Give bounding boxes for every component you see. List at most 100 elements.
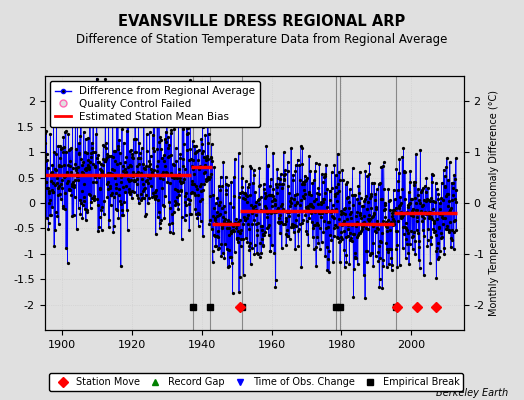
Point [373,186,381,192]
Point [249,204,257,210]
Point [310,198,319,204]
Point [221,209,230,216]
Point [438,180,446,186]
Point [427,234,435,240]
Point [299,179,308,186]
Point [277,181,286,188]
Point [169,174,178,181]
Point [406,168,414,174]
Point [125,188,134,195]
Point [440,172,449,179]
Point [65,186,73,192]
Point [118,126,126,133]
Point [295,208,303,215]
Point [251,203,259,210]
Point [155,209,163,215]
Point [197,136,205,142]
Point [319,199,327,205]
Point [357,215,365,222]
Point [278,245,286,252]
Point [116,174,125,180]
Point [452,155,460,161]
Point [187,156,195,162]
Point [105,217,114,223]
Point [224,225,233,232]
Point [181,212,190,218]
Point [243,199,252,206]
Point [110,148,118,154]
Legend: Difference from Regional Average, Quality Control Failed, Estimated Station Mean: Difference from Regional Average, Qualit… [50,81,260,127]
Point [272,190,281,196]
Point [170,126,178,132]
Point [388,213,396,220]
Point [394,178,402,185]
Point [166,179,174,186]
Point [119,212,128,218]
Point [75,140,83,146]
Point [49,189,57,195]
Point [125,189,133,196]
Point [191,150,199,157]
Point [83,157,92,164]
Point [194,157,202,163]
Point [115,160,124,166]
Point [445,159,454,165]
Point [417,210,425,216]
Point [410,194,419,201]
Point [50,149,59,155]
Point [430,228,439,235]
Point [103,181,111,187]
Point [89,179,97,185]
Point [222,181,231,187]
Point [90,197,98,203]
Point [139,160,147,167]
Point [418,187,426,193]
Point [331,193,340,199]
Point [399,212,407,219]
Point [422,210,430,217]
Point [57,146,65,152]
Point [411,251,419,257]
Point [302,177,310,183]
Point [280,170,289,177]
Point [437,230,445,237]
Point [104,170,113,176]
Point [304,191,313,198]
Point [145,163,153,169]
Point [280,176,289,182]
Point [399,144,408,151]
Point [451,216,459,223]
Point [117,207,126,213]
Point [227,230,235,236]
Point [216,211,225,217]
Point [294,242,302,249]
Point [407,211,415,218]
Point [442,222,451,229]
Point [395,203,403,210]
Point [245,247,254,253]
Point [278,185,287,191]
Point [413,218,421,224]
Point [208,226,216,232]
Point [407,228,415,234]
Point [202,176,211,183]
Point [342,258,351,265]
Point [398,224,407,230]
Point [252,198,260,205]
Point [366,252,374,259]
Point [69,172,77,178]
Point [330,162,339,168]
Point [421,198,430,204]
Point [167,170,176,176]
Point [429,172,437,178]
Point [123,112,132,119]
Point [278,205,287,212]
Point [207,155,215,162]
Point [333,190,341,196]
Point [139,118,148,124]
Point [420,272,428,278]
Point [99,162,107,168]
Point [313,190,322,196]
Point [324,219,332,225]
Point [254,251,262,257]
